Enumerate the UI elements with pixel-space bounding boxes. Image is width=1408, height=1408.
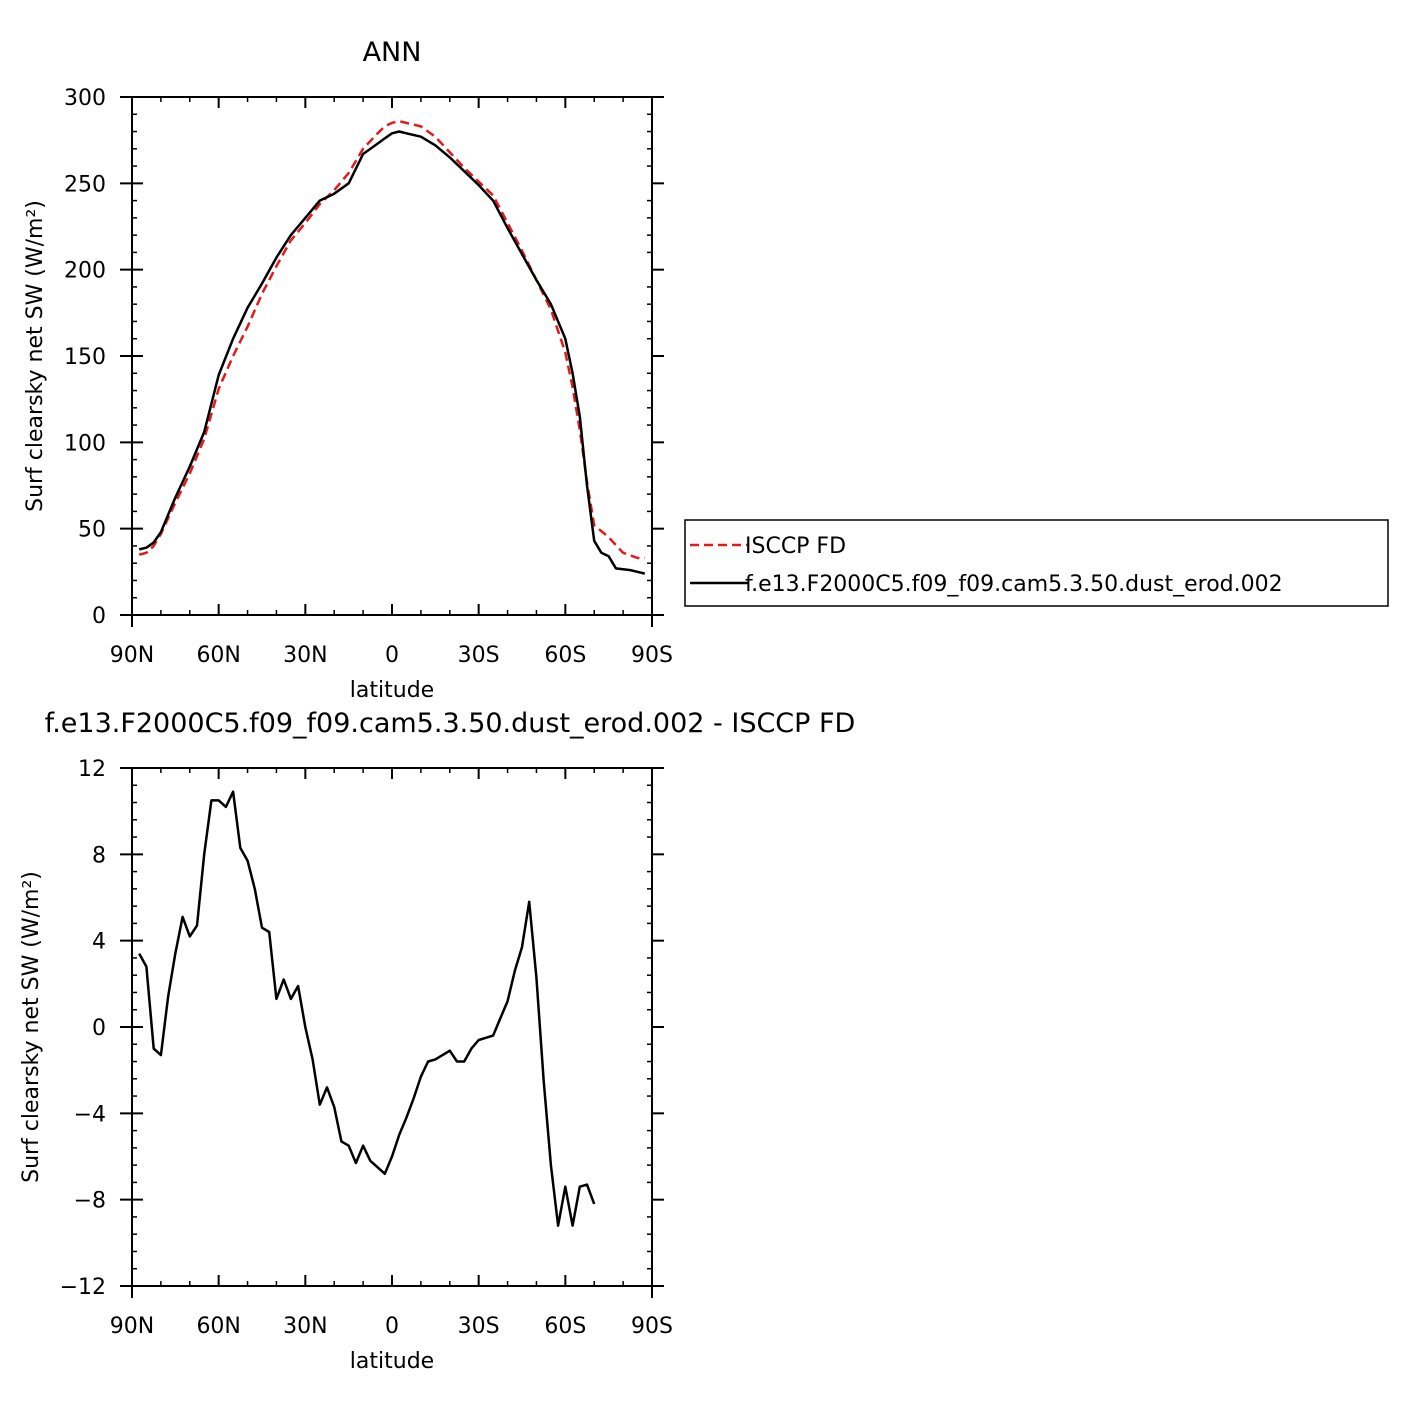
y-tick-label: −4 bbox=[74, 1102, 106, 1127]
y-tick-label: 300 bbox=[64, 86, 106, 111]
x-tick-label: 60N bbox=[196, 1314, 240, 1339]
y-tick-label: 50 bbox=[78, 518, 106, 543]
x-tick-label: 60S bbox=[544, 1314, 586, 1339]
y-tick-label: 150 bbox=[64, 345, 106, 370]
y-tick-label: 250 bbox=[64, 172, 106, 197]
x-axis-title: latitude bbox=[350, 1349, 434, 1374]
y-axis-title: Surf clearsky net SW (W/m²) bbox=[19, 871, 44, 1183]
y-tick-label: 200 bbox=[64, 259, 106, 284]
legend: ISCCP FD f.e13.F2000C5.f09_f09.cam5.3.50… bbox=[684, 519, 1389, 607]
line-chart-bottom: f.e13.F2000C5.f09_f09.cam5.3.50.dust_ero… bbox=[19, 708, 855, 1374]
chart-title: ANN bbox=[363, 37, 422, 68]
series-line-model bbox=[138, 130, 646, 575]
x-tick-label: 90N bbox=[110, 643, 154, 668]
plot-frame bbox=[131, 96, 653, 616]
x-tick-label: 90S bbox=[631, 643, 673, 668]
x-tick-label: 90S bbox=[631, 1314, 673, 1339]
x-tick-label: 30S bbox=[458, 1314, 500, 1339]
y-axis-title: Surf clearsky net SW (W/m²) bbox=[23, 200, 48, 512]
x-tick-label: 90N bbox=[110, 1314, 154, 1339]
y-tick-label: 12 bbox=[78, 757, 106, 782]
plot-frame bbox=[131, 767, 653, 1287]
series-line-difference bbox=[138, 790, 596, 1227]
x-tick-label: 60N bbox=[196, 643, 240, 668]
x-tick-label: 0 bbox=[385, 643, 399, 668]
series-line-isccp-fd bbox=[138, 119, 645, 560]
y-tick-label: −8 bbox=[74, 1189, 106, 1214]
y-tick-label: 100 bbox=[64, 431, 106, 456]
x-tick-label: 30S bbox=[458, 643, 500, 668]
y-tick-label: 0 bbox=[92, 1016, 106, 1041]
y-tick-label: 8 bbox=[92, 843, 106, 868]
diff-chart-title: f.e13.F2000C5.f09_f09.cam5.3.50.dust_ero… bbox=[45, 708, 856, 739]
y-tick-label: −12 bbox=[60, 1275, 106, 1300]
x-tick-label: 30N bbox=[283, 643, 327, 668]
x-axis-title: latitude bbox=[350, 678, 434, 703]
legend-box bbox=[684, 519, 1389, 607]
x-tick-label: 30N bbox=[283, 1314, 327, 1339]
legend-label-model: f.e13.F2000C5.f09_f09.cam5.3.50.dust_ero… bbox=[745, 572, 1283, 597]
x-tick-label: 0 bbox=[385, 1314, 399, 1339]
y-tick-label: 0 bbox=[92, 604, 106, 629]
x-tick-label: 60S bbox=[544, 643, 586, 668]
line-chart-top: ANN 90N 60N 30N 0 30S 60S 90S 0 50 100 150 200 250 30… bbox=[23, 37, 673, 703]
legend-label-isccp: ISCCP FD bbox=[745, 534, 846, 559]
y-tick-label: 4 bbox=[92, 930, 106, 955]
